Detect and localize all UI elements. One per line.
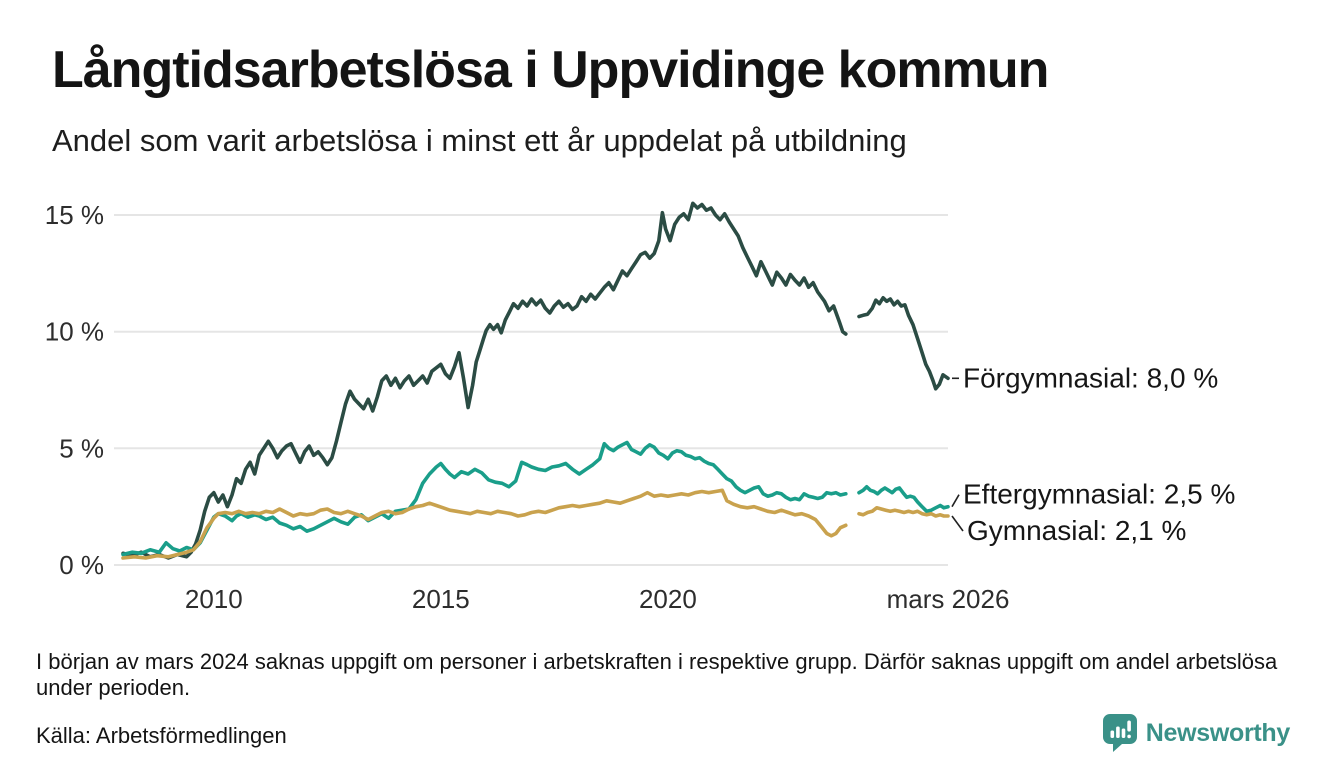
chart-footnote: I början av mars 2024 saknas uppgift om … (36, 649, 1278, 700)
label-connector-gymnasial (951, 515, 964, 532)
x-tick-label: 2015 (412, 584, 470, 614)
x-tick-label: 2010 (185, 584, 243, 614)
newsworthy-logo-icon (1102, 714, 1137, 752)
y-tick-label: 0 % (59, 550, 104, 580)
series-line-forgymnasial (857, 295, 950, 391)
line-chart: 0 % 5 % 10 % 15 % 2010 2015 2020 mars 2026 Förgy… (45, 200, 1236, 614)
y-tick-label: 5 % (59, 433, 104, 463)
x-tick-label: mars 2026 (887, 584, 1010, 614)
x-tick-label: 2020 (639, 584, 697, 614)
series-line-eftergymnasial (121, 440, 848, 557)
source-credit: Källa: Arbetsförmedlingen (36, 723, 287, 748)
series-line-gymnasial (121, 488, 848, 560)
y-tick-label: 10 % (45, 317, 104, 347)
newsworthy-logo[interactable]: Newsworthy (1102, 714, 1291, 752)
chart-subtitle: Andel som varit arbetslösa i minst ett å… (52, 123, 907, 158)
series-line-eftergymnasial (857, 484, 950, 514)
series-end-label-gymnasial: Gymnasial: 2,1 % (967, 515, 1186, 546)
page-title: Långtidsarbetslösa i Uppvidinge kommun (52, 41, 1049, 99)
series-end-label-eftergymnasial: Eftergymnasial: 2,5 % (963, 479, 1235, 510)
label-connector-eftergymnasial (951, 494, 960, 508)
newsworthy-logo-text: Newsworthy (1145, 718, 1291, 747)
y-tick-label: 15 % (45, 200, 104, 230)
series-line-forgymnasial (121, 201, 848, 560)
series-end-label-forgymnasial: Förgymnasial: 8,0 % (963, 362, 1218, 393)
series-line-gymnasial (857, 505, 950, 518)
